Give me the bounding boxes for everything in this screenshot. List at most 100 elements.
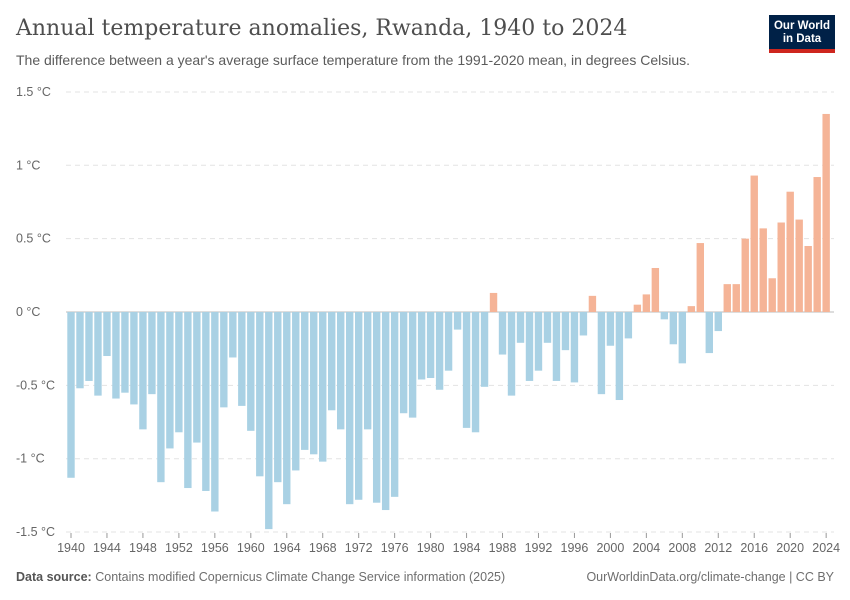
bar-1977[interactable]: [399, 312, 408, 414]
chart-title: Annual temperature anomalies, Rwanda, 19…: [16, 16, 628, 41]
bar-2001[interactable]: [615, 312, 624, 401]
bar-2024[interactable]: [822, 113, 830, 312]
bar-1999[interactable]: [597, 312, 606, 395]
bar-2020[interactable]: [786, 191, 794, 312]
bar-1971[interactable]: [345, 312, 354, 505]
bar-1982[interactable]: [444, 312, 453, 371]
bar-1951[interactable]: [166, 312, 174, 449]
bar-1957[interactable]: [220, 312, 228, 408]
bar-1981[interactable]: [435, 312, 444, 390]
bar-2003[interactable]: [633, 304, 642, 312]
bar-1974[interactable]: [372, 312, 381, 503]
bar-1979[interactable]: [417, 312, 426, 380]
y-tick-label: -0.5 °C: [16, 378, 55, 392]
bar-2022[interactable]: [804, 245, 812, 312]
bar-1964[interactable]: [283, 312, 291, 505]
bar-1994[interactable]: [552, 312, 561, 381]
x-tick-label: 1960: [237, 541, 265, 555]
bar-1998[interactable]: [588, 295, 597, 312]
bar-1954[interactable]: [193, 312, 201, 443]
bar-1966[interactable]: [301, 312, 309, 450]
bar-2012[interactable]: [714, 312, 722, 332]
bar-2009[interactable]: [687, 306, 696, 312]
bar-2013[interactable]: [723, 284, 731, 312]
bar-1961[interactable]: [256, 312, 264, 477]
bar-1990[interactable]: [516, 312, 525, 343]
bar-2010[interactable]: [696, 243, 704, 312]
bar-1940[interactable]: [67, 312, 75, 478]
bar-2021[interactable]: [795, 219, 803, 312]
bar-1973[interactable]: [363, 312, 372, 430]
x-tick-label: 1956: [201, 541, 229, 555]
bar-2017[interactable]: [759, 228, 767, 312]
bar-1946[interactable]: [121, 312, 129, 393]
bar-2002[interactable]: [624, 312, 633, 339]
bar-chart: 1.5 °C1 °C0.5 °C0 °C-0.5 °C-1 °C-1.5 °C1…: [16, 85, 840, 555]
bar-1980[interactable]: [426, 312, 435, 379]
bar-2008[interactable]: [678, 312, 687, 364]
bar-1950[interactable]: [157, 312, 165, 483]
bar-1975[interactable]: [381, 312, 390, 511]
bar-2016[interactable]: [750, 175, 758, 312]
bar-1960[interactable]: [247, 312, 255, 431]
bar-1978[interactable]: [408, 312, 417, 418]
bar-1993[interactable]: [543, 312, 552, 343]
bar-1972[interactable]: [354, 312, 363, 500]
bar-1943[interactable]: [94, 312, 102, 396]
bar-2019[interactable]: [777, 222, 785, 312]
bar-2023[interactable]: [813, 177, 821, 312]
x-tick-label: 1948: [129, 541, 157, 555]
bar-2005[interactable]: [651, 267, 660, 312]
bar-1988[interactable]: [498, 312, 507, 355]
bar-1967[interactable]: [310, 312, 318, 455]
bar-1955[interactable]: [202, 312, 210, 491]
x-tick-label: 2008: [668, 541, 696, 555]
bar-1945[interactable]: [112, 312, 120, 399]
y-tick-label: -1.5 °C: [16, 525, 55, 539]
bar-1989[interactable]: [507, 312, 516, 396]
bar-1983[interactable]: [453, 312, 462, 330]
x-tick-label: 1992: [525, 541, 553, 555]
bar-1944[interactable]: [103, 312, 111, 357]
bar-1995[interactable]: [561, 312, 570, 351]
bar-1986[interactable]: [480, 312, 489, 387]
bar-1963[interactable]: [274, 312, 282, 483]
bar-1962[interactable]: [265, 312, 273, 530]
bar-1947[interactable]: [130, 312, 138, 405]
bar-1956[interactable]: [211, 312, 219, 512]
bar-2006[interactable]: [660, 312, 669, 320]
bar-1965[interactable]: [292, 312, 300, 471]
bar-1996[interactable]: [570, 312, 579, 383]
bar-1970[interactable]: [337, 312, 345, 430]
bar-1948[interactable]: [139, 312, 147, 430]
bar-2018[interactable]: [768, 278, 776, 312]
y-tick-label: 0 °C: [16, 305, 40, 319]
bar-2007[interactable]: [669, 312, 678, 345]
bar-1941[interactable]: [76, 312, 84, 389]
x-tick-label: 1996: [561, 541, 589, 555]
x-tick-label: 1968: [309, 541, 337, 555]
bar-1976[interactable]: [390, 312, 399, 497]
bar-1958[interactable]: [229, 312, 237, 358]
bar-1987[interactable]: [489, 292, 498, 312]
bar-2011[interactable]: [705, 312, 713, 354]
bar-1992[interactable]: [534, 312, 543, 371]
bar-1991[interactable]: [525, 312, 534, 381]
bar-1959[interactable]: [238, 312, 246, 406]
bar-1985[interactable]: [471, 312, 480, 433]
bar-1949[interactable]: [148, 312, 156, 395]
bar-1984[interactable]: [462, 312, 471, 428]
y-tick-label: 0.5 °C: [16, 232, 51, 246]
bar-2014[interactable]: [732, 284, 740, 312]
source-link[interactable]: OurWorldinData.org/climate-change | CC B…: [586, 570, 834, 584]
bar-2000[interactable]: [606, 312, 615, 346]
owid-logo[interactable]: Our World in Data: [769, 15, 835, 53]
bar-1968[interactable]: [319, 312, 327, 462]
bar-2015[interactable]: [741, 238, 749, 312]
bar-1997[interactable]: [579, 312, 588, 336]
bar-1953[interactable]: [184, 312, 192, 489]
bar-2004[interactable]: [642, 294, 651, 312]
bar-1969[interactable]: [328, 312, 336, 411]
bar-1942[interactable]: [85, 312, 93, 381]
bar-1952[interactable]: [175, 312, 183, 433]
